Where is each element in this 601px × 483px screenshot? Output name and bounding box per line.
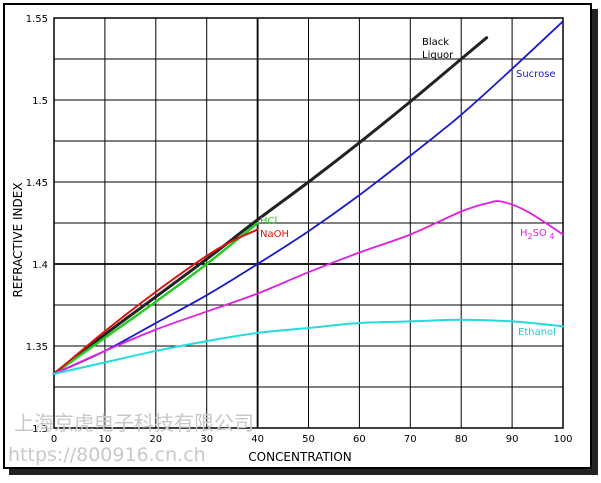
x-tick-label: 30: [200, 434, 213, 445]
series-line-h2so4: [53, 200, 564, 375]
series-label-naoh: NaOH: [260, 229, 289, 240]
series-label-sucrose: Sucrose: [516, 69, 556, 80]
y-tick-label: 1.35: [26, 342, 48, 353]
x-tick-label: 90: [506, 434, 519, 445]
y-tick-label: 1.3: [32, 424, 48, 435]
x-tick-label: 50: [302, 434, 315, 445]
series-lines: [52, 20, 564, 376]
y-tick-label: 1.45: [26, 178, 48, 189]
x-tick-label: 0: [51, 434, 57, 445]
series-line-hcl: [52, 221, 259, 376]
series-label-black-liquor: Black: [422, 37, 449, 48]
x-tick-label: 70: [404, 434, 417, 445]
series-line-ethanol: [53, 318, 564, 375]
series-label-h2so4: H2SO 4: [520, 228, 554, 241]
x-axis-ticks: 0 10 20 30 40 50 60 70 80 90 100: [51, 434, 573, 445]
watermark-company: 上海京虎电子科技有限公司: [14, 411, 254, 435]
y-axis-title: REFRACTIVE INDEX: [11, 182, 25, 297]
series-line-naoh: [53, 228, 259, 375]
x-tick-label: 80: [455, 434, 468, 445]
series-label-black-liquor: Liquor: [422, 50, 454, 61]
series-line-sucrose: [53, 20, 564, 375]
series-line-black-liquor: [52, 36, 489, 376]
x-axis-title: CONCENTRATION: [248, 450, 352, 464]
x-tick-label: 10: [99, 434, 112, 445]
series-labels: Black Liquor Sucrose HCl NaOH Ethanol H2SO 4: [260, 37, 556, 338]
x-tick-label: 60: [353, 434, 366, 445]
watermark-url: https://800916.cn.ch: [8, 444, 206, 466]
x-tick-label: 100: [553, 434, 572, 445]
x-tick-label: 40: [251, 434, 264, 445]
series-label-ethanol: Ethanol: [518, 327, 556, 338]
y-axis-ticks: 1.3 1.35 1.4 1.45 1.5 1.55: [26, 14, 48, 435]
grid: [53, 17, 564, 429]
series-label-hcl: HCl: [260, 216, 277, 227]
y-tick-label: 1.55: [26, 14, 48, 25]
x-tick-label: 20: [149, 434, 162, 445]
y-tick-label: 1.5: [32, 96, 48, 107]
y-tick-label: 1.4: [32, 260, 48, 271]
